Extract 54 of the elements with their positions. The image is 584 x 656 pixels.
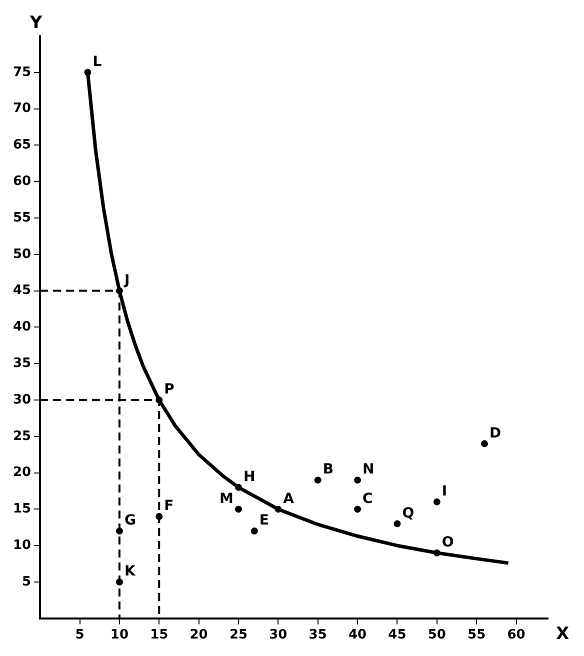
annotation: M xyxy=(220,490,234,507)
annotation: E xyxy=(259,512,269,529)
x-tick-label: 45 xyxy=(388,628,406,643)
y-tick-label: 50 xyxy=(12,246,32,262)
y-tick-label: 70 xyxy=(12,101,32,116)
x-tick-label: 50 xyxy=(428,628,446,643)
y-tick-label: 65 xyxy=(12,138,32,153)
annotation: F xyxy=(164,498,174,514)
annotation: L xyxy=(92,54,102,70)
y-tick-label: 20 xyxy=(12,465,32,480)
y-tick-label: 75 xyxy=(12,64,32,80)
y-tick-label: 15 xyxy=(12,502,32,517)
annotation: C xyxy=(362,490,373,507)
annotation: D xyxy=(490,425,502,442)
annotation: N xyxy=(362,462,374,478)
y-tick-label: 45 xyxy=(12,283,32,298)
y-tick-label: 60 xyxy=(12,174,32,189)
x-tick-label: 40 xyxy=(348,628,367,643)
x-tick-label: 15 xyxy=(150,628,168,643)
point xyxy=(394,520,401,528)
y-tick-label: 30 xyxy=(12,392,32,408)
x-tick-label: 60 xyxy=(507,628,526,643)
annotation: J xyxy=(123,272,130,288)
annotation: I xyxy=(442,484,448,500)
point xyxy=(234,506,242,513)
annotation: B xyxy=(322,462,334,478)
y-tick-label: 40 xyxy=(12,320,32,335)
annotation: O xyxy=(442,534,454,551)
x-tick-label: 10 xyxy=(110,628,128,643)
y-tick-label: 25 xyxy=(12,428,32,444)
y-tick-label: 5 xyxy=(22,574,32,590)
x-tick-label: 30 xyxy=(269,628,288,643)
x-tick-label: 25 xyxy=(229,628,248,643)
annotation: Q xyxy=(402,505,414,522)
point xyxy=(250,528,258,535)
x-tick-label: 5 xyxy=(75,628,84,643)
point xyxy=(481,440,488,448)
annotation: G xyxy=(124,512,136,529)
y-tick-label: 10 xyxy=(12,538,32,553)
point xyxy=(433,498,440,506)
annotation: P xyxy=(164,382,174,398)
x-axis-title: X xyxy=(556,624,570,644)
point xyxy=(354,476,362,484)
x-tick-label: 35 xyxy=(308,628,327,643)
point xyxy=(314,476,322,484)
x-tick-label: 20 xyxy=(190,628,208,643)
point xyxy=(354,506,362,513)
y-tick-label: 35 xyxy=(12,356,32,371)
annotation: K xyxy=(124,564,136,580)
annotation: H xyxy=(243,469,256,485)
y-tick-label: 55 xyxy=(12,210,32,226)
y-axis-title: Y xyxy=(28,12,43,33)
x-tick-label: 55 xyxy=(468,628,486,643)
annotation: A xyxy=(283,490,294,507)
